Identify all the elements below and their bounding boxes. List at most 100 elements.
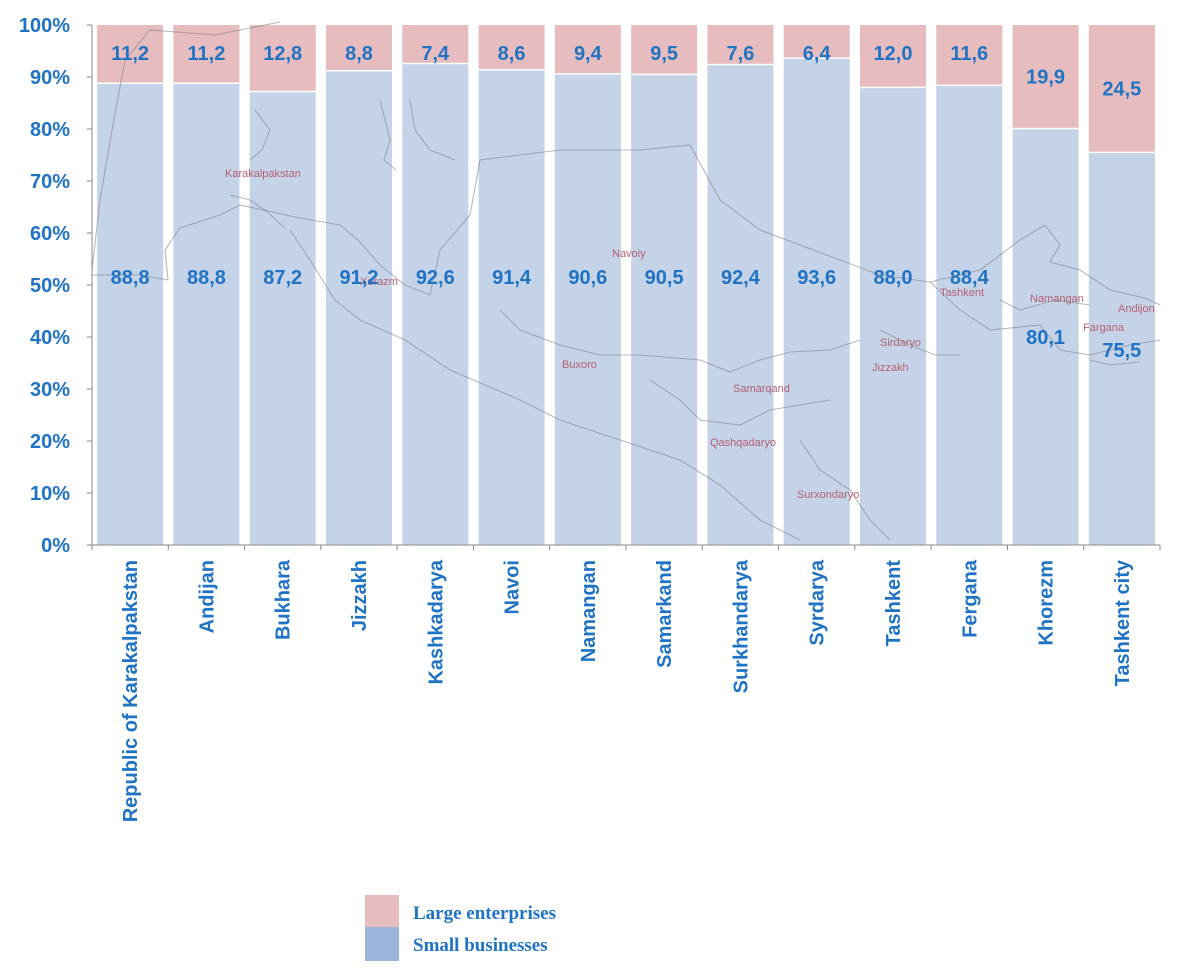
bar-small-khorezm (1012, 128, 1079, 546)
map-border-15 (999, 299, 1091, 311)
x-tick-label-tashkent-city: Tashkent city (1112, 559, 1134, 686)
data-label-large-andijan: 11,2 (188, 43, 226, 65)
x-tick-label-tashkent: Tashkent (883, 560, 905, 647)
map-region-label-qashqadaryo: Qashqadaryo (710, 437, 776, 449)
bar-small-syrdarya (783, 58, 850, 545)
legend-swatch-large-enterprises (365, 895, 399, 929)
map-border-13 (409, 99, 456, 161)
legend-label-small-businesses: Small businesses (413, 935, 548, 956)
data-label-large-surkhandarya: 7,6 (727, 43, 755, 65)
x-tick-label-namangan: Namangan (578, 560, 600, 662)
map-region-label-jizzakh: Jizzakh (872, 362, 909, 374)
data-label-large-navoi: 8,6 (498, 43, 526, 65)
map-region-label-fargana: Fargana (1083, 322, 1125, 334)
data-label-small-navoi: 91,4 (492, 267, 532, 289)
map-border-7 (649, 379, 831, 426)
map-border-11 (879, 329, 960, 356)
x-tick-label-andijan: Andijan (196, 560, 218, 633)
y-tick-label-90: 90% (30, 67, 70, 89)
data-label-large-fergana: 11,6 (950, 43, 988, 65)
data-label-small-jizzakh: 91,2 (340, 267, 379, 289)
bar-small-andijan (173, 83, 240, 546)
data-label-small-tashkent: 88,0 (874, 267, 913, 289)
map-border-12 (379, 99, 397, 171)
map-border-14 (249, 109, 271, 161)
data-label-large-namangan: 9,4 (574, 43, 603, 65)
y-tick-label-10: 10% (30, 483, 70, 505)
x-tick-label-republic-of-karakalpakstan: Republic of Karakalpakstan (120, 560, 142, 822)
x-tick-label-jizzakh: Jizzakh (349, 560, 371, 631)
bar-small-jizzakh (326, 70, 392, 545)
data-label-large-samarkand: 9,5 (650, 43, 678, 65)
map-region-label-samarqand: Samarqand (733, 383, 790, 395)
map-region-label-namangan: Namangan (1030, 293, 1084, 305)
bar-large-kashkadarya (402, 25, 469, 64)
x-tick-label-kashkadarya: Kashkadarya (425, 559, 447, 684)
map-border-1 (92, 274, 169, 281)
axes: Republic of Karakalpakstan Andijan Bukhara… (19, 15, 1161, 822)
legend-label-large-enterprises: Large enterprises (413, 903, 556, 924)
bar-large-fergana (936, 25, 1003, 86)
data-label-large-tashkent: 12,0 (874, 43, 913, 65)
map-region-label-tashkent: Tashkent (940, 287, 984, 299)
x-tick-label-khorezm: Khorezm (1036, 560, 1058, 646)
data-label-large-kashkadarya: 7,4 (421, 43, 450, 65)
bar-small-surkhandarya (707, 64, 774, 546)
data-label-small-syrdarya: 93,6 (797, 267, 836, 289)
map-region-label-navoiy: Navoiy (612, 248, 646, 260)
legend-swatch-small-businesses (365, 927, 399, 961)
x-tick-label-fergana: Fergana (959, 559, 981, 638)
bar-large-samarkand (631, 25, 698, 75)
map-border-16 (1089, 359, 1141, 366)
y-tick-label-80: 80% (30, 119, 70, 141)
legend: Large enterprises Small businesses (365, 895, 556, 961)
bar-large-bukhara (249, 25, 316, 92)
background-map: Karakalpakstan Xorazm Navoiy Buxoro Samarqan… (91, 21, 1161, 541)
map-region-label-buxoro: Buxoro (562, 359, 597, 371)
x-tick-label-syrdarya: Syrdarya (807, 559, 829, 645)
bar-large-namangan (554, 25, 621, 74)
y-tick-label-70: 70% (30, 171, 70, 193)
data-label-small-khorezm: 80,1 (1026, 327, 1065, 349)
bars-layer (97, 25, 1155, 546)
map-border-9 (929, 224, 1161, 306)
data-label-small-samarkand: 90,5 (645, 267, 684, 289)
x-tick-label-navoi: Navoi (502, 560, 524, 614)
bar-large-navoi (478, 25, 545, 70)
bar-large-tashkent (860, 25, 926, 88)
map-border-6 (499, 309, 861, 373)
bar-small-fergana (936, 85, 1003, 545)
bar-small-namangan (554, 73, 621, 545)
data-label-small-fergana: 88,4 (950, 267, 990, 289)
map-border-8 (799, 439, 891, 541)
y-tick-label-60: 60% (30, 223, 70, 245)
data-labels: 11,2 88,8 11,2 88,8 12,8 87,2 8,8 91,2 7,4 92,6 8,… (111, 43, 1142, 362)
bar-small-bukhara (249, 91, 316, 545)
y-tick-label-100: 100% (19, 15, 70, 37)
data-label-small-bukhara: 87,2 (263, 267, 302, 289)
y-tick-label-50: 50% (30, 275, 70, 297)
y-tick-label-0: 0% (41, 535, 70, 557)
data-label-small-kashkadarya: 92,6 (416, 267, 455, 289)
map-border-4 (229, 194, 286, 229)
map-border-10 (929, 281, 1161, 356)
bar-large-syrdarya (783, 25, 850, 59)
bar-small-samarkand (631, 74, 698, 546)
y-tick-label-20: 20% (30, 431, 70, 453)
bar-large-khorezm (1012, 25, 1079, 129)
data-label-large-bukhara: 12,8 (263, 43, 302, 65)
map-region-label-surxondaryo: Surxondaryo (797, 489, 859, 501)
y-tick-label-30: 30% (30, 379, 70, 401)
map-region-label-xorazm: Xorazm (360, 276, 398, 288)
data-label-small-surkhandarya: 92,4 (721, 267, 761, 289)
data-label-large-jizzakh: 8,8 (345, 43, 373, 65)
bar-small-navoi (478, 69, 545, 545)
bar-large-jizzakh (326, 25, 392, 71)
data-label-large-tashkent-city: 24,5 (1102, 79, 1141, 101)
bar-small-tashkent-city (1088, 152, 1155, 545)
map-border-0 (91, 21, 281, 271)
map-border-5 (289, 229, 801, 541)
bar-small-kashkadarya (402, 63, 469, 545)
data-label-small-tashkent-city: 75,5 (1102, 340, 1141, 362)
